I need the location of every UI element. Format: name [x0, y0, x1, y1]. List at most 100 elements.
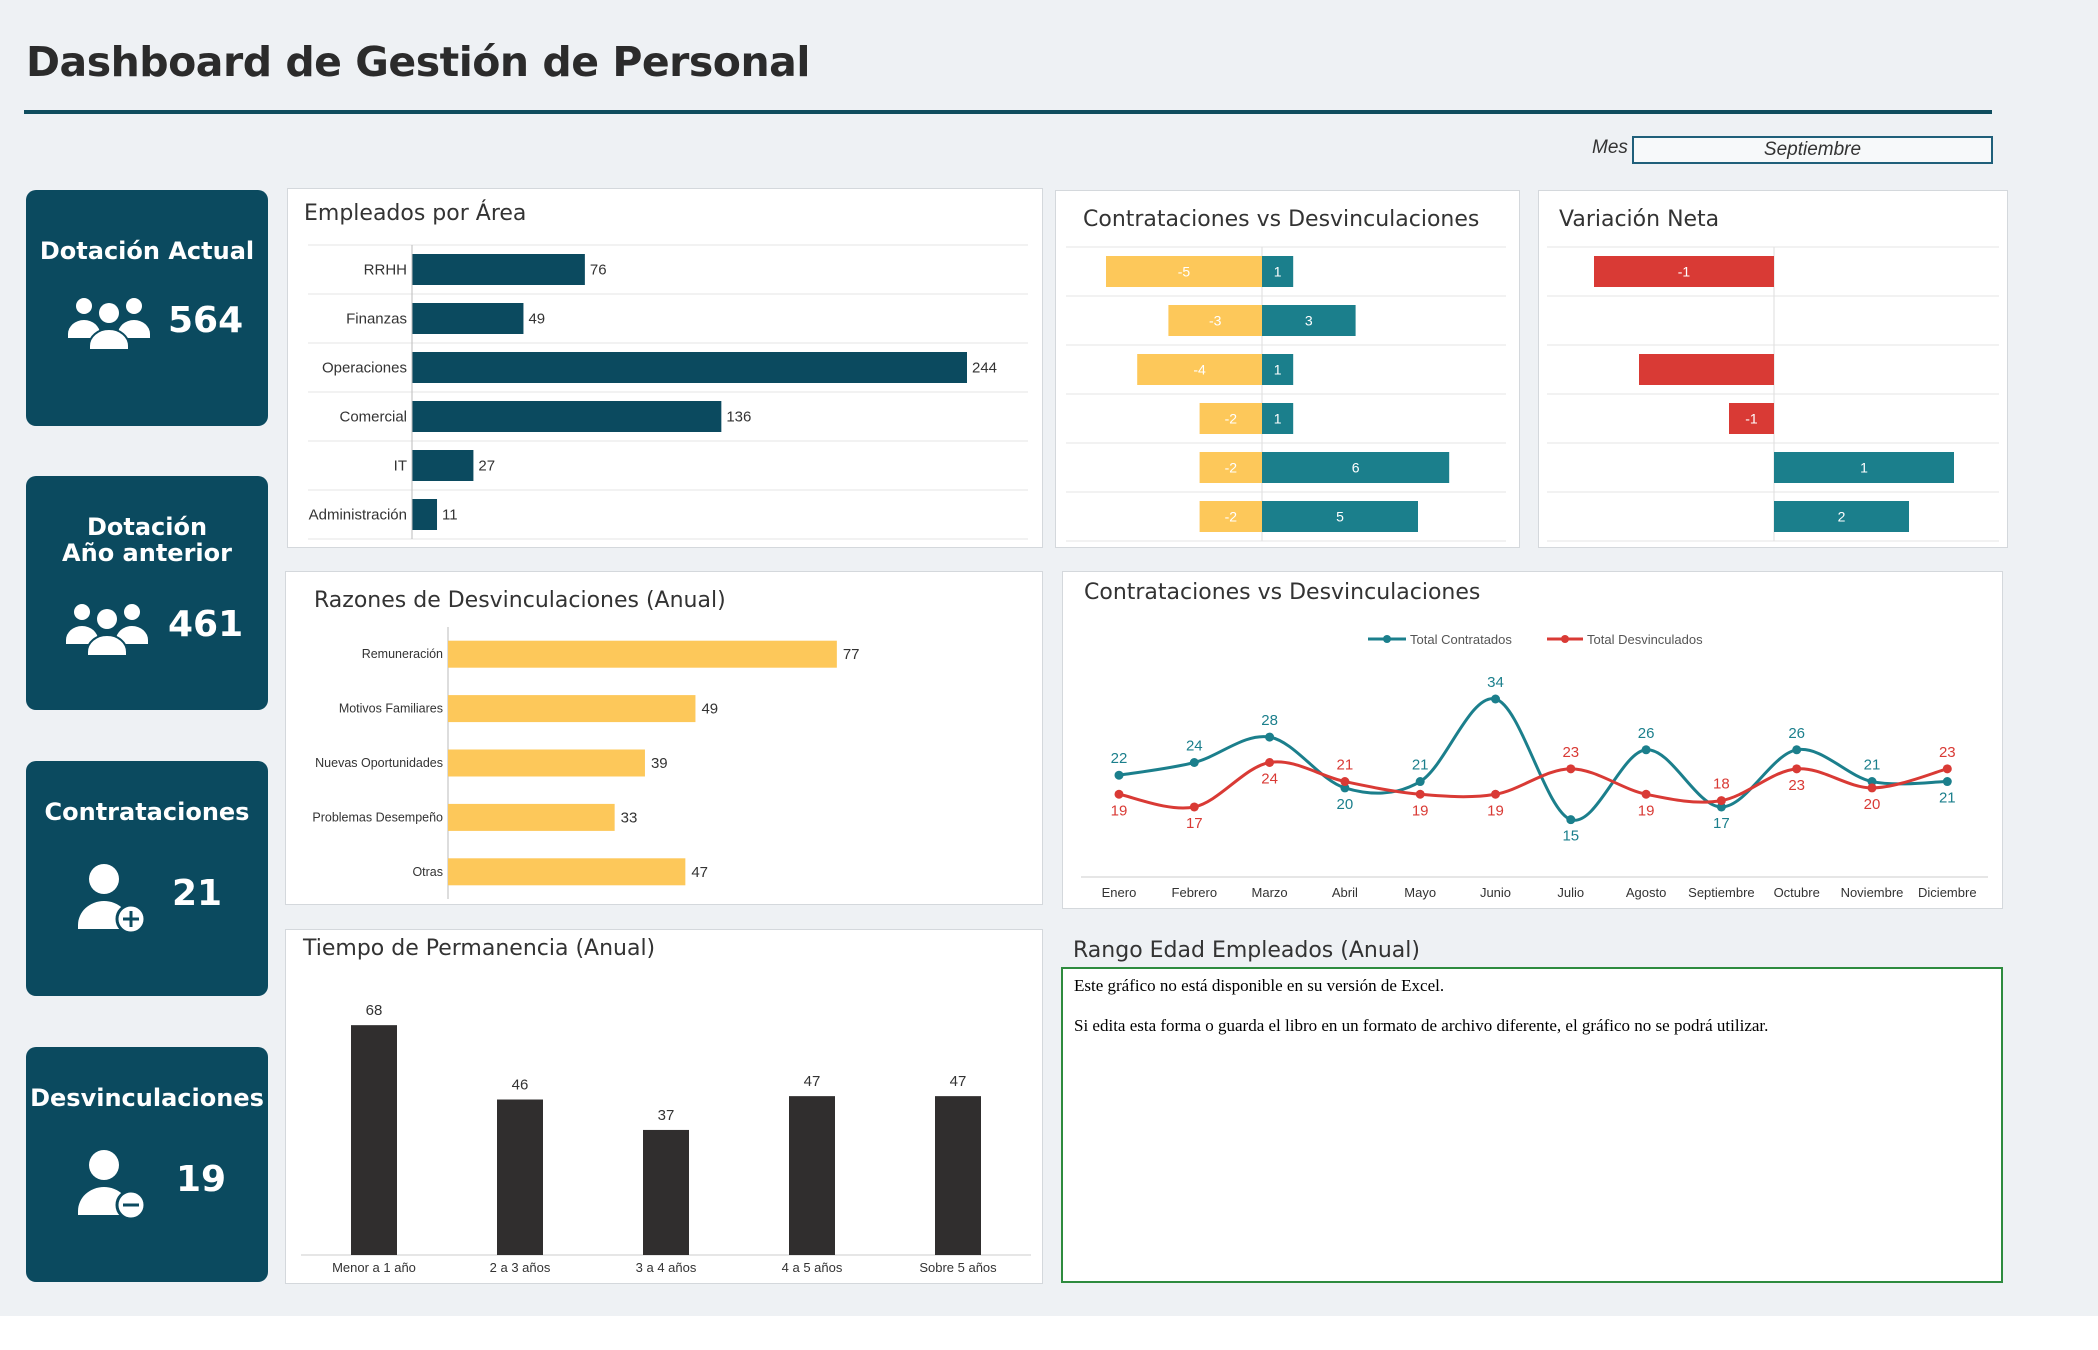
data-label: 2 [1838, 509, 1846, 525]
data-label: 1 [1860, 460, 1868, 476]
legend-label: Total Desvinculados [1587, 632, 1703, 647]
data-label: 19 [1111, 802, 1128, 819]
tick-label: 4 a 5 años [782, 1260, 843, 1275]
data-label: 34 [1487, 674, 1504, 691]
data-label: 17 [1713, 815, 1730, 832]
data-label: 37 [658, 1107, 675, 1124]
data-label: 22 [1111, 750, 1128, 767]
page-title: Dashboard de Gestión de Personal [26, 38, 810, 86]
data-label: -3 [1209, 313, 1222, 329]
data-label: 76 [590, 262, 607, 279]
data-label: 27 [478, 458, 495, 475]
category-label: Remuneración [362, 647, 443, 661]
data-label: -4 [1193, 362, 1206, 378]
header-divider [24, 110, 1992, 114]
kpi-title: Dotación Actual [39, 237, 255, 265]
data-label: 47 [804, 1073, 821, 1090]
category-label: Problemas Desempeño [312, 810, 443, 824]
user-remove-icon [78, 1150, 146, 1221]
kpi-title: Desvinculaciones [30, 1084, 264, 1112]
legend-label: Total Contratados [1410, 632, 1512, 647]
bar [1639, 354, 1774, 385]
data-label: 21 [1864, 757, 1881, 774]
bar-contrataciones [1262, 305, 1356, 336]
chart-permanencia: 68 Menor a 1 año 46 2 a 3 años 37 3 a 4 años 4… [301, 1002, 1031, 1275]
data-label: 33 [621, 809, 638, 826]
kpi-card-desvinculaciones: Desvinculaciones 19 [26, 1047, 268, 1282]
category-label: Motivos Familiares [339, 702, 443, 716]
chart-title-edad: Rango Edad Empleados (Anual) [1073, 938, 1420, 963]
bar [448, 803, 615, 831]
bar-contrataciones [1262, 256, 1294, 287]
kpi-value: 461 [168, 604, 244, 645]
panel-empleados-area[interactable]: Empleados por Área RRHH 76 Finanzas 49 Opera… [287, 188, 1043, 548]
month-filter-label: Mes [1592, 137, 1628, 158]
bar [497, 1099, 543, 1255]
panel-contrataciones-area[interactable]: Contrataciones vs Desvinculaciones -5 -3-… [1055, 190, 1520, 548]
month-filter-select[interactable]: Septiembre [1632, 136, 1993, 164]
data-point [1867, 783, 1877, 793]
bar [643, 1129, 689, 1255]
people-group-icon [68, 298, 150, 350]
data-label: 244 [972, 360, 997, 377]
tick-label: Noviembre [1841, 885, 1904, 900]
data-label: 15 [1562, 828, 1579, 845]
data-point [1566, 815, 1576, 825]
data-point [1491, 789, 1500, 799]
kpi-title-line2: Año anterior [62, 539, 232, 567]
data-point [1792, 745, 1802, 755]
data-label: 1 [1274, 362, 1282, 378]
bar [448, 640, 837, 668]
category-label: RRHH [364, 262, 407, 279]
data-point [1340, 783, 1350, 793]
data-label: 11 [442, 507, 458, 524]
data-label: 19 [1638, 802, 1655, 819]
category-label: Operaciones [322, 360, 407, 377]
category-label: IT [394, 458, 407, 475]
chart-empleados-area: RRHH 76 Finanzas 49 Operaciones 244 Comercial 1… [308, 244, 1028, 540]
tick-label: 2 a 3 años [490, 1260, 551, 1275]
panel-mensual[interactable]: Contrataciones vs Desvinculaciones Total… [1062, 571, 2003, 909]
chart-mensual: Total Contratados Total Desvinculados Ener… [1081, 632, 1988, 900]
data-label: 24 [1261, 771, 1278, 788]
series-line-desvinculados [1118, 760, 1948, 810]
data-point [1114, 770, 1124, 780]
bar [412, 401, 722, 432]
user-add-icon [78, 864, 146, 935]
chart-title: Contrataciones vs Desvinculaciones [1083, 207, 1480, 232]
bar [448, 749, 645, 777]
tick-label: Mayo [1404, 885, 1436, 900]
data-label: 1 [1274, 264, 1282, 280]
bar-contrataciones [1262, 501, 1418, 532]
data-point [1641, 745, 1651, 755]
panel-variacion-neta[interactable]: Variación Neta -1 -1 1 2 [1538, 190, 2008, 548]
data-label: 28 [1261, 712, 1278, 729]
data-label: 6 [1352, 460, 1360, 476]
chart-title: Contrataciones vs Desvinculaciones [1084, 580, 1481, 605]
tick-label: Agosto [1626, 885, 1666, 900]
bar [351, 1025, 397, 1255]
category-label: Otras [412, 865, 443, 879]
data-label: 23 [1788, 777, 1805, 794]
panel-permanencia[interactable]: Tiempo de Permanencia (Anual) 68 Menor a … [285, 929, 1043, 1284]
data-point [1716, 802, 1726, 812]
data-label: 68 [366, 1002, 383, 1019]
data-point [1189, 758, 1199, 767]
data-label: 19 [1412, 802, 1429, 819]
data-label: 19 [1487, 802, 1504, 819]
bar [412, 303, 524, 334]
data-label: 26 [1638, 725, 1655, 742]
data-point [1114, 789, 1124, 799]
panel-razones[interactable]: Razones de Desvinculaciones (Anual) Remu… [285, 571, 1043, 905]
bar [412, 499, 438, 530]
chart-unavailable-notice[interactable]: Este gráfico no está disponible en su ve… [1061, 967, 2003, 1283]
legend-marker [1561, 635, 1569, 643]
data-point [1265, 758, 1275, 767]
bar-desvinculaciones [1199, 501, 1262, 532]
data-point [1265, 732, 1275, 742]
data-label: -2 [1225, 509, 1238, 525]
data-label: 23 [1939, 744, 1956, 761]
bar [1594, 256, 1774, 287]
tick-label: Septiembre [1688, 885, 1754, 900]
tick-label: Marzo [1252, 885, 1288, 900]
